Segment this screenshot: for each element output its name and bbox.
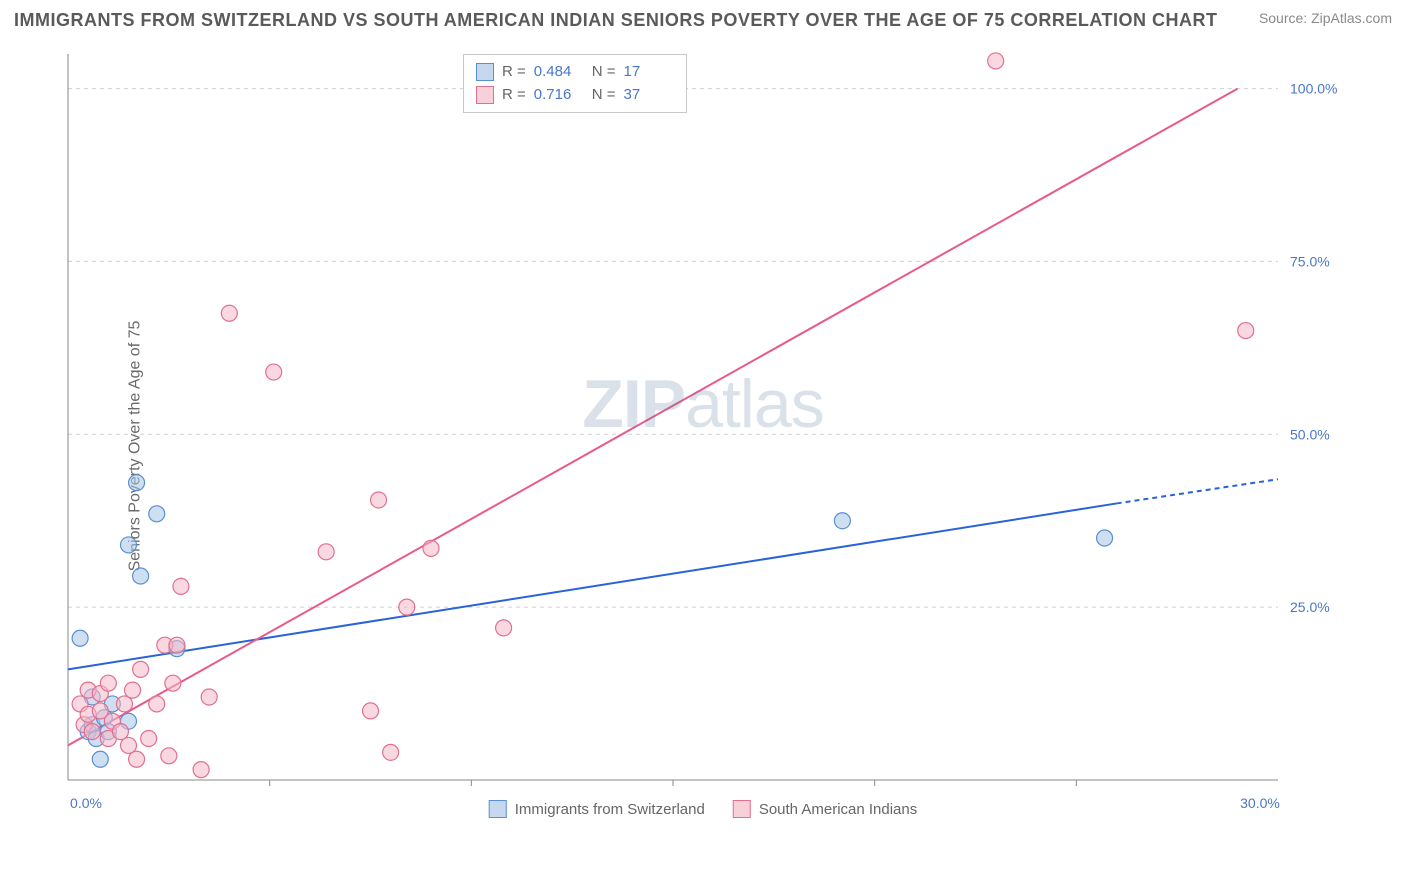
- r-label: R =: [502, 84, 526, 107]
- stats-legend: R = 0.484 N = 17 R = 0.716 N = 37: [463, 54, 687, 113]
- x-tick-label: 0.0%: [70, 795, 102, 811]
- trendline-blue: [68, 503, 1117, 669]
- data-point-blue: [133, 568, 149, 584]
- data-point-pink: [165, 675, 181, 691]
- data-point-pink: [1238, 323, 1254, 339]
- data-point-pink: [371, 492, 387, 508]
- data-point-blue: [149, 506, 165, 522]
- swatch-blue: [476, 63, 494, 81]
- data-point-pink: [221, 305, 237, 321]
- data-point-pink: [84, 724, 100, 740]
- legend-label-blue: Immigrants from Switzerland: [515, 801, 705, 818]
- data-point-pink: [173, 578, 189, 594]
- data-point-pink: [988, 53, 1004, 69]
- data-point-pink: [423, 540, 439, 556]
- n-value-pink: 37: [624, 84, 674, 107]
- data-point-pink: [496, 620, 512, 636]
- data-point-pink: [201, 689, 217, 705]
- data-point-pink: [141, 731, 157, 747]
- y-tick-label: 75.0%: [1290, 253, 1330, 269]
- y-tick-label: 50.0%: [1290, 426, 1330, 442]
- data-point-pink: [399, 599, 415, 615]
- data-point-blue: [129, 475, 145, 491]
- stats-legend-row-blue: R = 0.484 N = 17: [476, 61, 674, 84]
- n-label: N =: [592, 84, 616, 107]
- series-legend: Immigrants from Switzerland South Americ…: [489, 800, 918, 818]
- data-point-pink: [149, 696, 165, 712]
- trendline-blue-extrap: [1117, 479, 1278, 503]
- data-point-blue: [92, 751, 108, 767]
- data-point-pink: [383, 744, 399, 760]
- scatter-svg: 25.0% 50.0% 75.0% 100.0% 0.0% 30.0%: [58, 50, 1348, 820]
- trendline-pink: [68, 89, 1238, 746]
- data-point-pink: [133, 661, 149, 677]
- data-point-pink: [266, 364, 282, 380]
- r-value-blue: 0.484: [534, 61, 584, 84]
- swatch-blue: [489, 800, 507, 818]
- swatch-pink: [476, 86, 494, 104]
- data-point-blue: [834, 513, 850, 529]
- x-tick-label: 30.0%: [1240, 795, 1280, 811]
- r-value-pink: 0.716: [534, 84, 584, 107]
- chart-plot-area: 25.0%50.0%75.0%100.0%0.0%30.0% ZIPatlas …: [58, 50, 1348, 820]
- r-label: R =: [502, 61, 526, 84]
- chart-source: Source: ZipAtlas.com: [1259, 10, 1392, 26]
- y-tick-label: 100.0%: [1290, 81, 1337, 97]
- legend-item-blue: Immigrants from Switzerland: [489, 800, 705, 818]
- data-point-pink: [318, 544, 334, 560]
- data-point-pink: [161, 748, 177, 764]
- n-label: N =: [592, 61, 616, 84]
- data-point-pink: [363, 703, 379, 719]
- y-tick-label: 25.0%: [1290, 599, 1330, 615]
- chart-header: IMMIGRANTS FROM SWITZERLAND VS SOUTH AME…: [14, 10, 1392, 31]
- legend-item-pink: South American Indians: [733, 800, 917, 818]
- chart-title: IMMIGRANTS FROM SWITZERLAND VS SOUTH AME…: [14, 10, 1218, 31]
- data-point-pink: [100, 675, 116, 691]
- legend-label-pink: South American Indians: [759, 801, 917, 818]
- n-value-blue: 17: [624, 61, 674, 84]
- stats-legend-row-pink: R = 0.716 N = 37: [476, 84, 674, 107]
- data-point-pink: [125, 682, 141, 698]
- data-point-pink: [169, 637, 185, 653]
- data-point-pink: [129, 751, 145, 767]
- data-point-blue: [121, 537, 137, 553]
- data-point-blue: [1097, 530, 1113, 546]
- data-point-pink: [193, 762, 209, 778]
- data-point-blue: [72, 630, 88, 646]
- swatch-pink: [733, 800, 751, 818]
